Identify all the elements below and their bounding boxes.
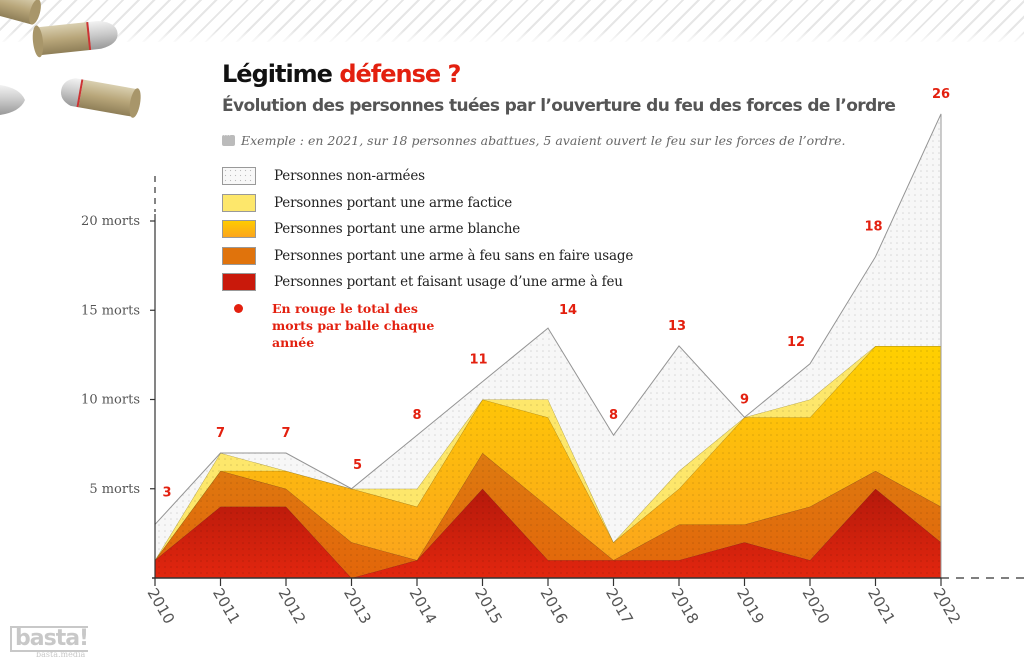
area-non-armees-line <box>154 113 942 525</box>
title-accent: défense ? <box>339 60 461 88</box>
legend-item-non-armees: Personnes non-armées <box>222 163 633 190</box>
area-arme-blanche-texture <box>155 345 941 561</box>
total-label: 26 <box>932 87 950 102</box>
legend-swatch <box>222 193 256 212</box>
example-note: Exemple : en 2021, sur 18 personnes abat… <box>222 130 846 148</box>
example-text: Exemple : en 2021, sur 18 personnes abat… <box>241 133 846 148</box>
legend-swatch <box>222 167 256 186</box>
logo-main: basta! <box>10 626 89 652</box>
speech-bubble-icon <box>222 130 235 146</box>
total-label: 3 <box>162 485 171 500</box>
logo-sub: basta.media <box>36 650 86 659</box>
total-label: 13 <box>668 319 686 334</box>
legend-label: Personnes portant et faisant usage d’une… <box>274 274 623 291</box>
total-label: 14 <box>559 303 577 318</box>
y-tick-label: 20 morts <box>81 214 140 229</box>
total-label: 7 <box>216 426 225 441</box>
legend-swatch <box>222 220 256 239</box>
total-label: 11 <box>469 353 487 368</box>
legend-label: Personnes portant une arme blanche <box>274 221 521 238</box>
y-tick-label: 15 morts <box>81 303 140 318</box>
chart-subtitle: Évolution des personnes tuées par l’ouve… <box>222 96 896 116</box>
legend-swatch <box>222 273 256 292</box>
legend-item-arme-feu-usage: Personnes portant et faisant usage d’une… <box>222 269 633 296</box>
title-main: Légitime <box>222 60 333 88</box>
basta-logo: basta! basta.media <box>10 626 89 659</box>
legend-swatch <box>222 246 256 265</box>
bullet-icon <box>0 85 25 115</box>
x-tick-label: 2022 <box>930 585 965 627</box>
legend-label: Personnes portant une arme factice <box>274 194 513 211</box>
total-label: 7 <box>281 426 290 441</box>
x-tick-label: 2010 <box>144 585 179 627</box>
total-label: 18 <box>864 220 882 235</box>
x-tick-label: 2018 <box>668 585 703 627</box>
legend-item-arme-feu-sans-usage: Personnes portant une arme à feu sans en… <box>222 243 633 270</box>
bullet-icon <box>60 78 141 118</box>
x-tick-label: 2014 <box>406 585 441 627</box>
x-tick-label: 2019 <box>733 585 768 627</box>
x-tick-label: 2020 <box>799 585 834 627</box>
chart-title: Légitime défense ? <box>222 60 461 88</box>
legend-item-arme-blanche: Personnes portant une arme blanche <box>222 216 633 243</box>
red-dot-icon <box>234 303 243 313</box>
total-label: 12 <box>787 335 805 350</box>
x-tick-label: 2012 <box>275 585 310 627</box>
y-tick-label: 10 morts <box>81 393 140 408</box>
total-label: 8 <box>609 408 618 423</box>
bullets-illustration <box>0 0 141 118</box>
x-tick-label: 2016 <box>537 585 572 627</box>
bullet-icon <box>0 0 41 25</box>
legend-total-note: En rouge le total des morts par balle ch… <box>272 300 435 350</box>
legend-label: Personnes portant une arme à feu sans en… <box>274 247 634 264</box>
total-label: 5 <box>353 458 362 473</box>
bullet-icon <box>32 20 118 58</box>
area-non-armees-texture <box>155 113 941 561</box>
legend-item-total: En rouge le total des morts par balle ch… <box>222 300 633 351</box>
area-arme-feu-sans-usage-texture <box>155 453 941 578</box>
x-tick-label: 2015 <box>471 585 506 627</box>
y-tick-label: 5 morts <box>89 482 140 497</box>
legend-label: Personnes non-armées <box>274 168 425 185</box>
x-tick-label: 2021 <box>864 585 899 627</box>
total-label: 9 <box>740 392 749 407</box>
x-tick-label: 2013 <box>340 585 375 627</box>
legend-item-arme-factice: Personnes portant une arme factice <box>222 190 633 217</box>
area-arme-feu-usage-texture <box>155 488 941 578</box>
x-tick-label: 2011 <box>209 585 244 627</box>
legend: Personnes non-armées Personnes portant u… <box>222 163 633 351</box>
total-label: 8 <box>412 408 421 423</box>
x-tick-label: 2017 <box>602 585 637 627</box>
